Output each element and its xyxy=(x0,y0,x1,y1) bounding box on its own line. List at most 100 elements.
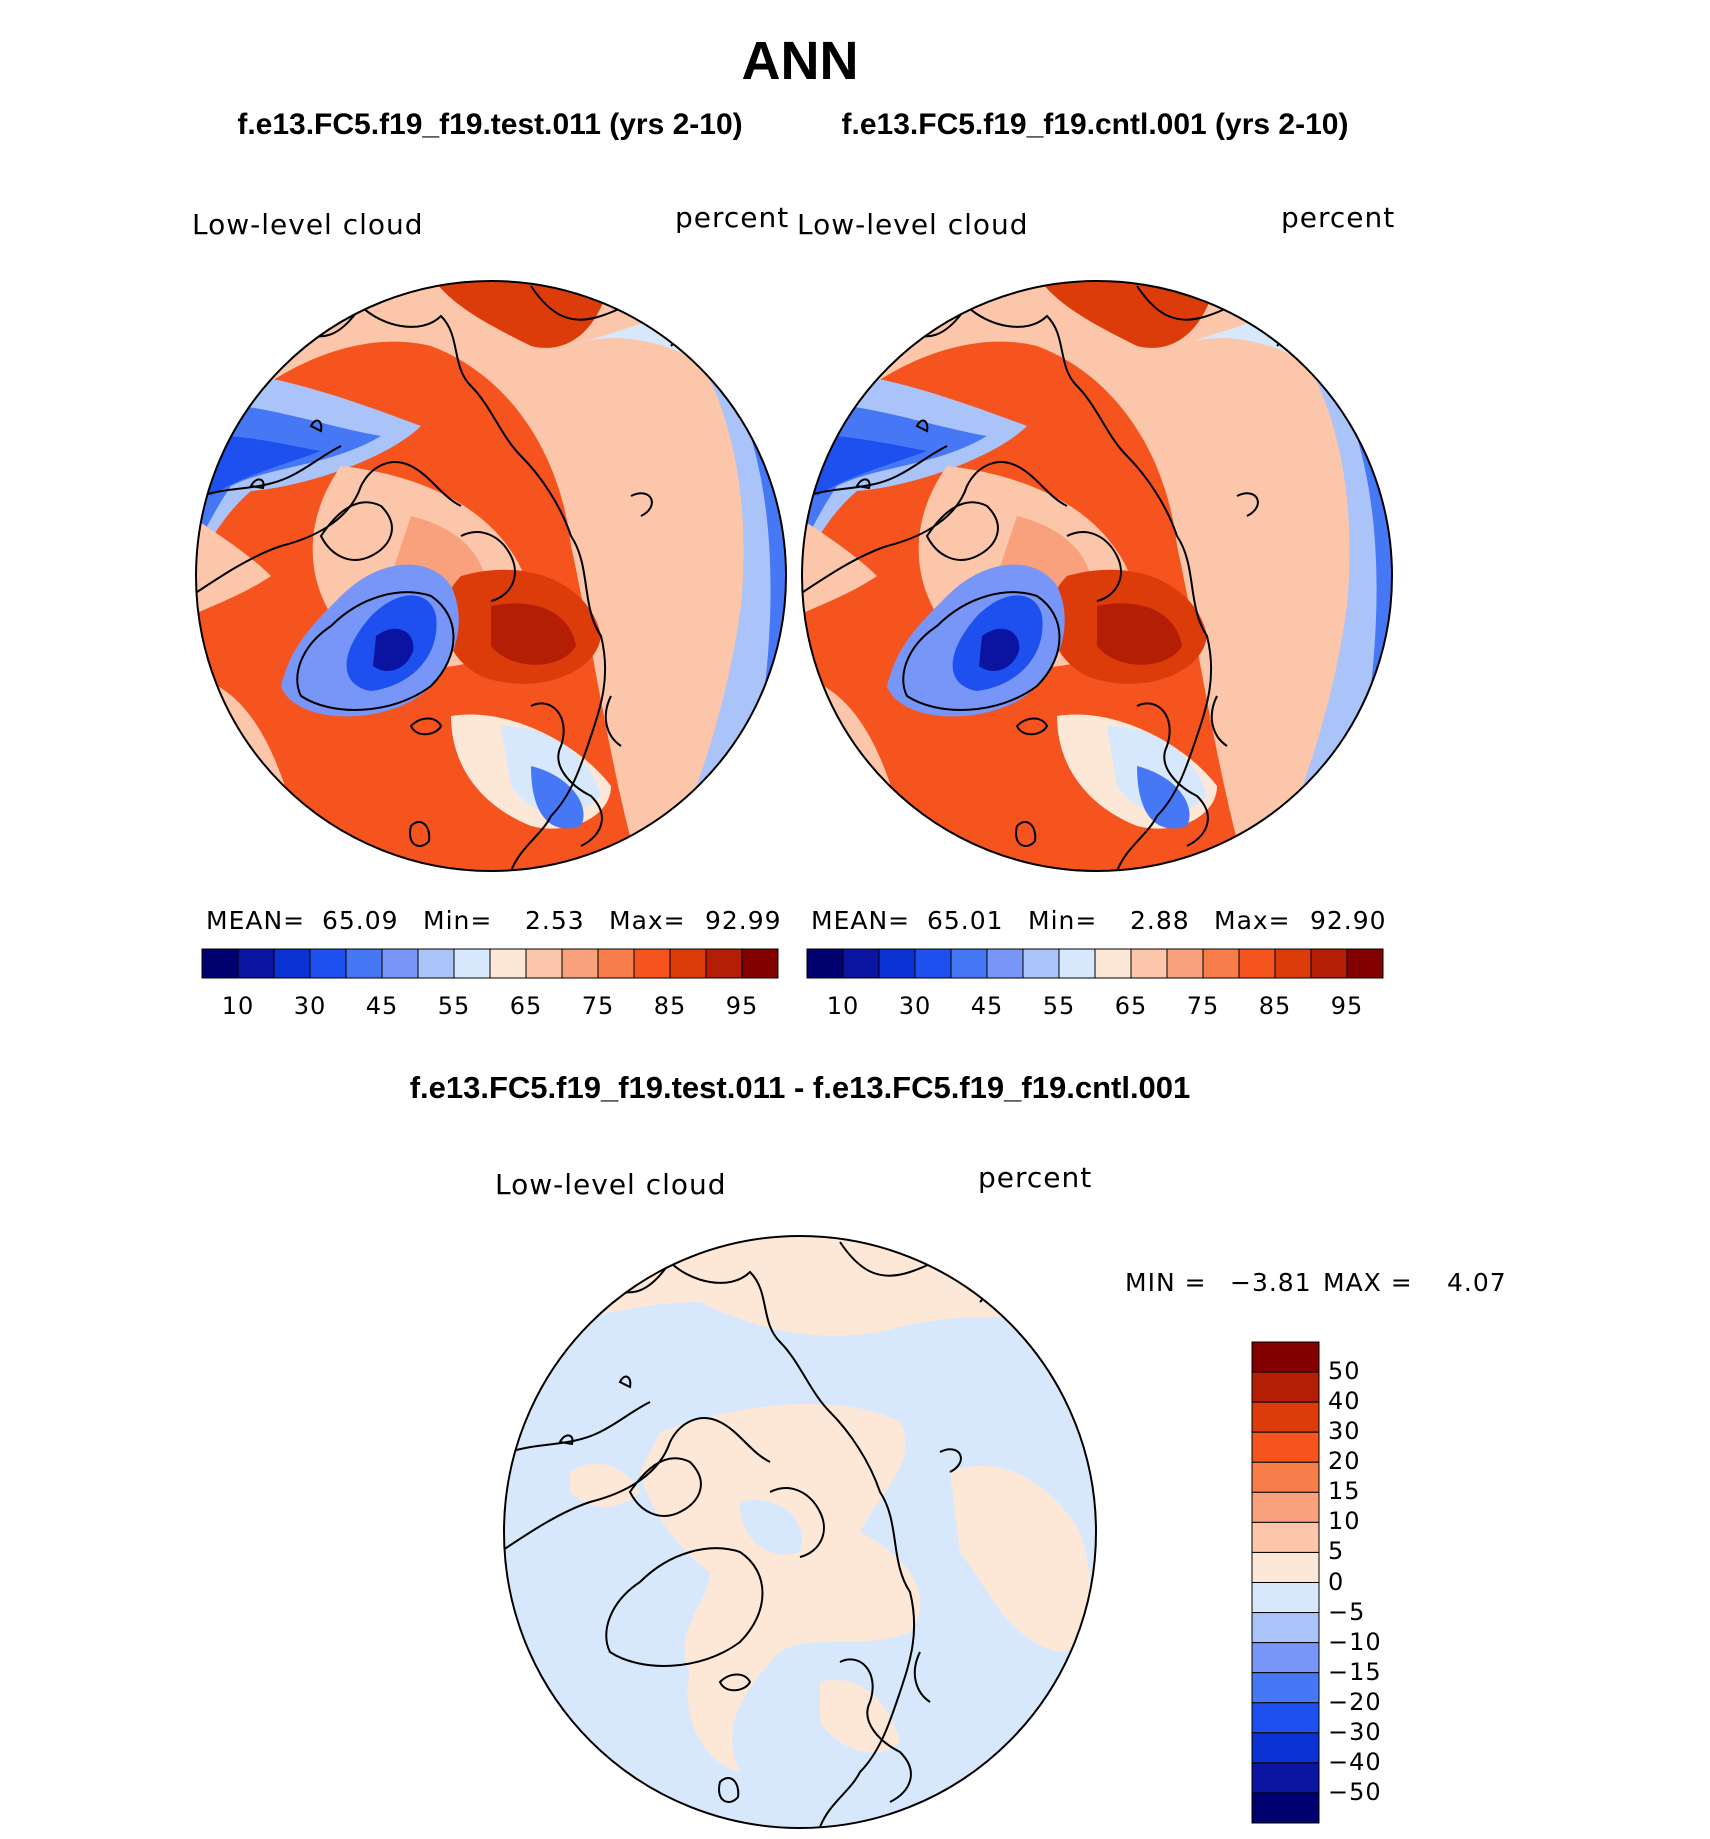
panel-1-colorbar-box xyxy=(237,948,275,979)
diff-colorbar-box xyxy=(1251,1491,1320,1523)
panel-1-map xyxy=(196,281,786,871)
panel-1-colorbar-box xyxy=(741,948,779,979)
panel-1-colorbar-tick-label: 10 xyxy=(221,992,255,1020)
panel-2-colorbar-tick-label: 65 xyxy=(1114,992,1148,1020)
panel-2-colorbar-tick-label: 85 xyxy=(1258,992,1292,1020)
panel-1-colorbar-box xyxy=(381,948,419,979)
diff-colorbar-box xyxy=(1251,1732,1320,1764)
panel-2-map xyxy=(802,281,1392,871)
panel-2-field-label: Low-level cloud xyxy=(797,208,1029,241)
diff-colorbar-tick-label: −50 xyxy=(1328,1777,1382,1806)
page-title: ANN xyxy=(741,31,859,91)
panel-2-map-border xyxy=(801,280,1393,872)
panel-2-mean-value: 65.01 xyxy=(927,906,1004,935)
panel-2-min-label: Min= xyxy=(1028,906,1098,935)
diff-colorbar-box xyxy=(1251,1702,1320,1734)
diff-colorbar-box xyxy=(1251,1371,1320,1403)
panel-1-colorbar xyxy=(201,948,779,979)
panel-1-colorbar-box xyxy=(273,948,311,979)
diff-title: f.e13.FC5.f19_f19.test.011 - f.e13.FC5.f… xyxy=(409,1070,1191,1105)
panel-2-colorbar-tick-label: 55 xyxy=(1042,992,1076,1020)
panel-2-colorbar-tick-label: 75 xyxy=(1186,992,1220,1020)
panel-1-colorbar-box xyxy=(417,948,455,979)
panel-2-colorbar-tick-label: 30 xyxy=(898,992,932,1020)
panel-2-colorbar-box xyxy=(878,948,916,979)
panel-2-case-title: f.e13.FC5.f19_f19.cntl.001 (yrs 2-10) xyxy=(841,108,1349,141)
panel-1-field-label: Low-level cloud xyxy=(192,208,424,241)
panel-1-colorbar-box xyxy=(597,948,635,979)
panel-2-colorbar-box xyxy=(986,948,1024,979)
diff-colorbar-tick-label: 5 xyxy=(1328,1537,1345,1566)
diff-colorbar-box xyxy=(1251,1582,1320,1614)
diff-min-value: −3.81 xyxy=(1230,1268,1312,1297)
panel-2-min-value: 2.88 xyxy=(1130,906,1190,935)
panel-1-max-value: 92.99 xyxy=(705,906,782,935)
panel-2-colorbar-box xyxy=(1238,948,1276,979)
diff-colorbar-tick-label: −30 xyxy=(1328,1717,1382,1746)
panel-1-case-title: f.e13.FC5.f19_f19.test.011 (yrs 2-10) xyxy=(237,108,743,141)
diff-colorbar-tick-label: 0 xyxy=(1328,1567,1345,1596)
panel-1-colorbar-box xyxy=(561,948,599,979)
panel-2-units-label: percent xyxy=(1281,201,1396,234)
diff-colorbar-tick-label: −10 xyxy=(1328,1627,1382,1656)
panel-1-colorbar-tick-label: 55 xyxy=(437,992,471,1020)
panel-2-colorbar-box xyxy=(1166,948,1204,979)
diff-colorbar-box xyxy=(1251,1642,1320,1674)
panel-1-colorbar-box xyxy=(669,948,707,979)
panel-2-colorbar-box xyxy=(1022,948,1060,979)
diff-colorbar-tick-label: 30 xyxy=(1328,1417,1361,1446)
diff-units-label: percent xyxy=(978,1161,1093,1194)
panel-2-colorbar-box xyxy=(950,948,988,979)
panel-2-colorbar-box xyxy=(914,948,952,979)
panel-1-colorbar-box xyxy=(345,948,383,979)
panel-1-units-label: percent xyxy=(675,201,790,234)
diff-map-border xyxy=(503,1235,1097,1829)
panel-1-colorbar-box xyxy=(309,948,347,979)
panel-1-colorbar-box xyxy=(525,948,563,979)
panel-1-mean-label: MEAN= xyxy=(206,906,306,935)
panel-1-map-border xyxy=(195,280,787,872)
panel-1-colorbar-tick-label: 95 xyxy=(725,992,759,1020)
diff-colorbar-box xyxy=(1251,1792,1320,1824)
panel-2-colorbar-box xyxy=(1346,948,1384,979)
panel-1-colorbar-box xyxy=(201,948,239,979)
panel-2-colorbar-box xyxy=(842,948,880,979)
diff-colorbar-box xyxy=(1251,1401,1320,1433)
panel-1-colorbar-tick-label: 30 xyxy=(293,992,327,1020)
panel-1-mean-value: 65.09 xyxy=(322,906,399,935)
panel-2-max-value: 92.90 xyxy=(1310,906,1387,935)
panel-1-colorbar-box xyxy=(705,948,743,979)
panel-2-colorbar-tick-label: 10 xyxy=(826,992,860,1020)
panel-1-colorbar-tick-label: 75 xyxy=(581,992,615,1020)
panel-2-mean-label: MEAN= xyxy=(811,906,911,935)
panel-2-colorbar-box xyxy=(806,948,844,979)
diff-min-label: MIN = xyxy=(1125,1268,1207,1297)
diff-colorbar-box xyxy=(1251,1672,1320,1704)
diff-colorbar-box xyxy=(1251,1551,1320,1583)
diff-colorbar-box xyxy=(1251,1461,1320,1493)
diff-colorbar-tick-label: 40 xyxy=(1328,1387,1361,1416)
diff-colorbar-tick-label: −40 xyxy=(1328,1747,1382,1776)
diff-colorbar-tick-label: 15 xyxy=(1328,1477,1361,1506)
diff-field-label: Low-level cloud xyxy=(495,1168,727,1201)
panel-2-colorbar-tick-label: 45 xyxy=(970,992,1004,1020)
panel-1-colorbar-tick-label: 85 xyxy=(653,992,687,1020)
panel-2-colorbar-box xyxy=(1202,948,1240,979)
diff-colorbar-box xyxy=(1251,1521,1320,1553)
diff-colorbar-box xyxy=(1251,1612,1320,1644)
panel-2-colorbar-box xyxy=(1094,948,1132,979)
diff-colorbar-tick-label: −5 xyxy=(1328,1597,1366,1626)
diff-colorbar xyxy=(1251,1341,1320,1824)
panel-1-colorbar-box xyxy=(633,948,671,979)
diff-colorbar-tick-label: 20 xyxy=(1328,1447,1361,1476)
panel-1-colorbar-box xyxy=(489,948,527,979)
panel-1-min-value: 2.53 xyxy=(525,906,585,935)
panel-2-max-label: Max= xyxy=(1214,906,1291,935)
panel-1-colorbar-box xyxy=(453,948,491,979)
panel-2-colorbar-box xyxy=(1130,948,1168,979)
diff-colorbar-tick-label: 50 xyxy=(1328,1357,1361,1386)
diff-colorbar-tick-label: 10 xyxy=(1328,1507,1361,1536)
panel-2-colorbar-box xyxy=(1058,948,1096,979)
panel-2-colorbar-box xyxy=(1274,948,1312,979)
